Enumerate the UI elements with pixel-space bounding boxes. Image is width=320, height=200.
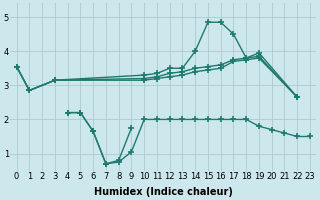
X-axis label: Humidex (Indice chaleur): Humidex (Indice chaleur)	[94, 187, 233, 197]
